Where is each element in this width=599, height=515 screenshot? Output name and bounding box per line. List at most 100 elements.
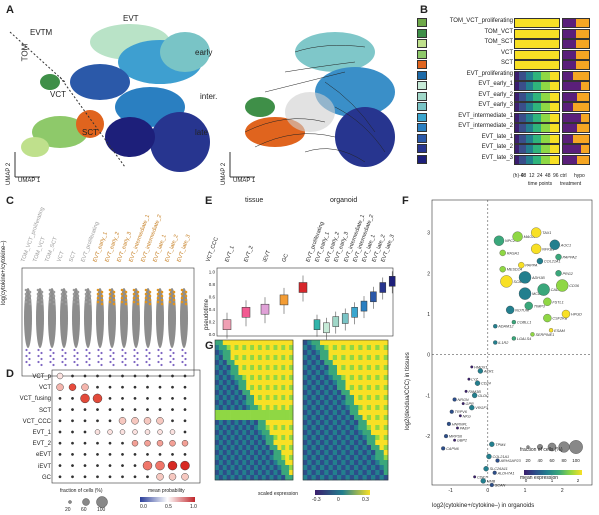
panel-g-cell bbox=[328, 465, 334, 471]
panel-g-cell bbox=[379, 360, 385, 366]
panel-g-cell bbox=[273, 405, 278, 411]
panel-g-cell bbox=[285, 360, 290, 366]
panel-c-point-high bbox=[172, 290, 176, 294]
panel-d-dot bbox=[180, 460, 190, 471]
panel-c-point-high bbox=[108, 296, 112, 300]
panel-f-point bbox=[471, 392, 478, 399]
panel-g-cell bbox=[273, 460, 278, 466]
panel-g-cell bbox=[285, 400, 290, 406]
panel-d-dot bbox=[143, 417, 152, 425]
panel-d-dot bbox=[142, 460, 153, 471]
panel-g-cell bbox=[218, 470, 224, 476]
panel-g-cell bbox=[315, 420, 321, 426]
panel-c-point-high bbox=[180, 296, 184, 300]
panel-f-point-label: LGALS4 bbox=[517, 337, 531, 341]
panel-g-cell bbox=[307, 465, 312, 471]
panel-g-cell bbox=[362, 385, 368, 391]
panel-g-cell bbox=[307, 450, 312, 456]
panel-f-size-circle bbox=[569, 440, 583, 454]
panel-g-cell bbox=[375, 465, 380, 471]
panel-g-cell bbox=[246, 355, 251, 361]
panel-g-cell bbox=[246, 435, 251, 441]
panel-g-cell bbox=[269, 455, 274, 461]
panel-g-cell bbox=[222, 400, 227, 406]
panel-g-cell bbox=[234, 465, 239, 471]
treatment-segment bbox=[563, 124, 578, 132]
panel-b-letter: B bbox=[420, 4, 428, 16]
panel-g-cell bbox=[379, 365, 385, 371]
panel-g-cell bbox=[226, 390, 231, 396]
panel-g-cell bbox=[315, 410, 321, 416]
panel-g-cell bbox=[254, 365, 259, 371]
panel-g-cell bbox=[366, 455, 372, 461]
panel-g-cell bbox=[254, 350, 259, 356]
panel-c-point-high bbox=[36, 300, 40, 304]
panel-g-cell bbox=[254, 420, 259, 426]
panel-g-cell bbox=[281, 440, 286, 446]
panel-g-cell bbox=[261, 370, 266, 376]
panel-g-cell bbox=[332, 445, 338, 451]
panel-d-dot bbox=[80, 393, 90, 404]
panel-g-cell bbox=[341, 405, 346, 411]
time-segment bbox=[525, 134, 533, 143]
panel-g-cell bbox=[254, 470, 259, 476]
panel-g-cell bbox=[371, 380, 376, 386]
panel-g-cell bbox=[341, 470, 346, 476]
panel-d-color-tick: 0.0 bbox=[140, 504, 147, 510]
panel-g-cell bbox=[254, 475, 259, 481]
time-segment bbox=[515, 155, 520, 164]
panel-g-cell bbox=[215, 360, 220, 366]
panel-g-cell bbox=[226, 380, 231, 386]
time-segment bbox=[550, 134, 559, 143]
panel-g-cell bbox=[285, 465, 290, 471]
panel-f-point bbox=[543, 297, 552, 306]
panel-g-cell bbox=[246, 385, 251, 391]
panel-g-cell bbox=[273, 465, 278, 471]
panel-g-cell bbox=[269, 365, 274, 371]
panel-g-cell bbox=[349, 460, 355, 466]
panel-g-cell bbox=[285, 345, 290, 351]
panel-c-point-high bbox=[100, 294, 104, 298]
panel-g-cell bbox=[328, 410, 334, 416]
panel-d-row-label: VCT_p bbox=[32, 374, 51, 380]
panel-g-cell bbox=[242, 395, 247, 401]
panel-g-cell bbox=[269, 460, 274, 466]
panel-g-cell bbox=[349, 475, 355, 481]
panel-d-dot bbox=[146, 408, 149, 411]
panel-g-cell bbox=[269, 380, 274, 386]
panel-f-point-label: NFKB1 bbox=[542, 247, 554, 251]
panel-g-cell bbox=[315, 415, 321, 421]
panel-c-point-low bbox=[121, 354, 124, 358]
panel-g-cell bbox=[320, 440, 325, 446]
panel-d-dot bbox=[144, 439, 151, 447]
panel-b-swatch bbox=[417, 81, 427, 90]
panel-g-cell bbox=[315, 395, 321, 401]
panel-d-dot bbox=[58, 441, 62, 445]
panel-g-cell bbox=[354, 420, 359, 426]
panel-g-cell bbox=[226, 415, 231, 421]
panel-g-cell bbox=[332, 380, 338, 386]
panel-c-point-high bbox=[132, 288, 136, 292]
panel-d-row-label: VCT bbox=[39, 385, 51, 392]
panel-d-dot bbox=[96, 453, 99, 456]
panel-g-cell bbox=[226, 445, 231, 451]
panel-d-dot bbox=[181, 439, 189, 447]
panel-g-cell bbox=[281, 365, 286, 371]
panel-c-point-low bbox=[121, 348, 124, 352]
panel-g-cell bbox=[265, 440, 270, 446]
panel-b-treatment-bar bbox=[562, 112, 590, 123]
panel-d-dot bbox=[96, 385, 99, 389]
panel-c-point-low bbox=[61, 354, 64, 358]
panel-g-cell bbox=[362, 470, 368, 476]
panel-g-cell bbox=[332, 430, 338, 436]
panel-d-color-title: mean probability bbox=[148, 488, 185, 494]
panel-g-cell bbox=[257, 370, 263, 376]
panel-g-cell bbox=[250, 410, 255, 416]
panel-g-cell bbox=[254, 450, 259, 456]
panel-g-cell bbox=[242, 355, 247, 361]
panel-f-point bbox=[524, 301, 533, 311]
panel-g-cell bbox=[324, 350, 329, 356]
panel-f-point-label: GBP2 bbox=[457, 439, 468, 443]
panel-b-time-bar bbox=[514, 144, 560, 154]
panel-b-time-tick: 12 bbox=[529, 173, 535, 179]
